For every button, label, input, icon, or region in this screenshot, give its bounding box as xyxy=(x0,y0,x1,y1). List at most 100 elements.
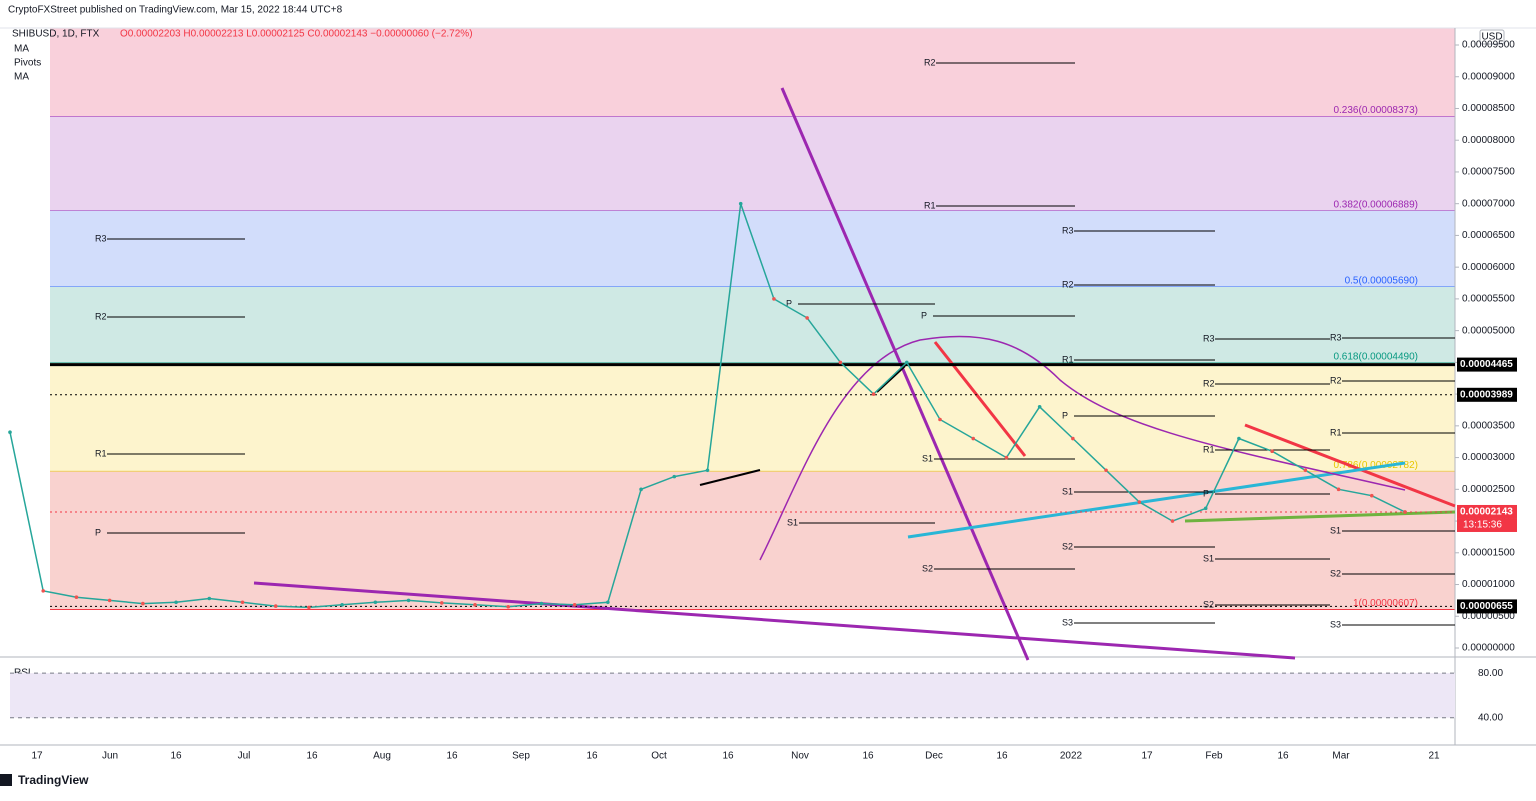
price-point xyxy=(606,600,610,605)
price-point xyxy=(1237,436,1241,441)
legend-indicator: MA xyxy=(14,44,29,55)
pivot-label: R1 xyxy=(95,448,107,458)
price-point xyxy=(473,603,477,607)
legend-indicator: MA xyxy=(14,72,29,83)
fib-band xyxy=(50,28,1455,117)
moving-average xyxy=(759,335,1406,561)
x-tick-label: 2022 xyxy=(1060,751,1083,762)
price-point xyxy=(1403,510,1407,514)
y-tick-label: 0.00006000 xyxy=(1462,262,1515,273)
trend-line xyxy=(780,87,1030,661)
price-point xyxy=(1170,519,1175,523)
price-point xyxy=(1104,468,1108,473)
pivot-label: R2 xyxy=(95,311,107,321)
pivot-label: R1 xyxy=(924,200,936,210)
x-tick-label: 16 xyxy=(862,751,874,762)
fib-label: 1(0.00000607) xyxy=(1353,598,1418,609)
pivot-label: P xyxy=(921,310,927,320)
price-point xyxy=(938,417,942,422)
price-point xyxy=(871,392,876,396)
price-tag xyxy=(1457,357,1517,372)
pivot-label: S1 xyxy=(1330,525,1341,535)
y-tick-label: 0.00009500 xyxy=(1462,40,1515,51)
x-tick-label: 17 xyxy=(1141,751,1153,762)
price-tag xyxy=(1457,504,1517,519)
currency-box[interactable] xyxy=(1479,29,1505,45)
price-point xyxy=(1071,436,1075,441)
x-tick-label: 16 xyxy=(722,751,734,762)
x-tick-label: 17 xyxy=(31,751,43,762)
x-tick-label: Mar xyxy=(1332,751,1350,762)
price-point xyxy=(439,601,444,605)
pivot-label: R1 xyxy=(1062,354,1074,364)
y-tick-label: 0.00000000 xyxy=(1462,643,1515,654)
price-point xyxy=(572,603,577,607)
price-point xyxy=(639,487,643,492)
price-point xyxy=(971,436,976,441)
legend-indicator: Pivots xyxy=(14,58,41,69)
pivot-label: R3 xyxy=(1330,332,1342,342)
fib-band xyxy=(50,286,1455,364)
price-point xyxy=(539,601,544,606)
header-title: CryptoFXStreet published on TradingView.… xyxy=(8,5,343,16)
fib-label: 0.786(0.00002782) xyxy=(1333,460,1418,471)
y-tick-label: 0.00003500 xyxy=(1462,420,1515,431)
pivot-label: S2 xyxy=(1330,568,1341,578)
rsi-tick-label: 80.00 xyxy=(1478,668,1503,679)
price-point xyxy=(1203,506,1208,511)
fib-band xyxy=(50,471,1455,610)
rsi-title: RSI xyxy=(14,668,31,679)
pivot-label: R3 xyxy=(1203,333,1215,343)
y-tick-label: 0.00006500 xyxy=(1462,230,1515,241)
pivot-label: P xyxy=(1062,410,1068,420)
pivot-label: S2 xyxy=(1203,599,1214,609)
drawings xyxy=(253,87,1456,661)
price-point xyxy=(107,598,112,603)
price-point xyxy=(174,600,178,605)
y-tick-label: 0.00008500 xyxy=(1462,103,1515,114)
pivots: R2 R3 R2 R1 P R1 P P S1 S1 S2 R3 R2 R1 P S1 S2 S3 R3 R2 R1 P S… xyxy=(95,57,1455,629)
trend-line xyxy=(876,365,906,393)
pivot-label: S2 xyxy=(1062,541,1073,551)
pivot-label: R2 xyxy=(1062,279,1074,289)
x-tick-label: 16 xyxy=(1277,751,1289,762)
y-tick-label: 0.00008000 xyxy=(1462,135,1515,146)
pivot-label: S1 xyxy=(787,517,798,527)
fib-band xyxy=(50,116,1455,211)
pivot-label: P xyxy=(95,527,101,537)
countdown-bg xyxy=(1457,518,1517,532)
pivot-label: S1 xyxy=(922,453,933,463)
y-tick-label: 0.00009000 xyxy=(1462,71,1515,82)
x-tick-label: 16 xyxy=(586,751,598,762)
legend-symbol: SHIBUSD, 1D, FTX xyxy=(12,29,100,40)
pivot-label: P xyxy=(1203,488,1209,498)
price-point xyxy=(1336,487,1341,492)
price-point xyxy=(307,605,311,610)
pivot-label: S2 xyxy=(922,563,933,573)
price-tag xyxy=(1457,599,1517,614)
price-point xyxy=(1303,468,1308,473)
pivot-label: S3 xyxy=(1062,617,1073,627)
y-tick-label: 0.00005500 xyxy=(1462,294,1515,305)
x-tick-label: Sep xyxy=(512,751,530,762)
x-tick-label: 16 xyxy=(306,751,318,762)
rsi-band xyxy=(10,673,1455,718)
trend-line xyxy=(253,581,1296,660)
fib-label: 0.618(0.00004490) xyxy=(1333,352,1418,363)
price-tag-label: 0.00004465 xyxy=(1460,359,1513,370)
price-point xyxy=(1270,449,1274,454)
price-point xyxy=(705,468,710,473)
pivot-label: R3 xyxy=(95,233,107,243)
plot: 0.00000000 0.00000500 0.00001000 0.00001500… xyxy=(8,40,1517,762)
pivot-label: S3 xyxy=(1330,619,1341,629)
x-tick-label: 21 xyxy=(1428,751,1440,762)
price-point xyxy=(74,595,79,600)
x-tick-label: Jul xyxy=(238,751,251,762)
trend-line xyxy=(1244,423,1456,508)
trend-line xyxy=(933,341,1027,457)
price-point xyxy=(838,360,843,365)
rsi-tick-label: 40.00 xyxy=(1478,712,1503,723)
price-point xyxy=(240,600,245,605)
